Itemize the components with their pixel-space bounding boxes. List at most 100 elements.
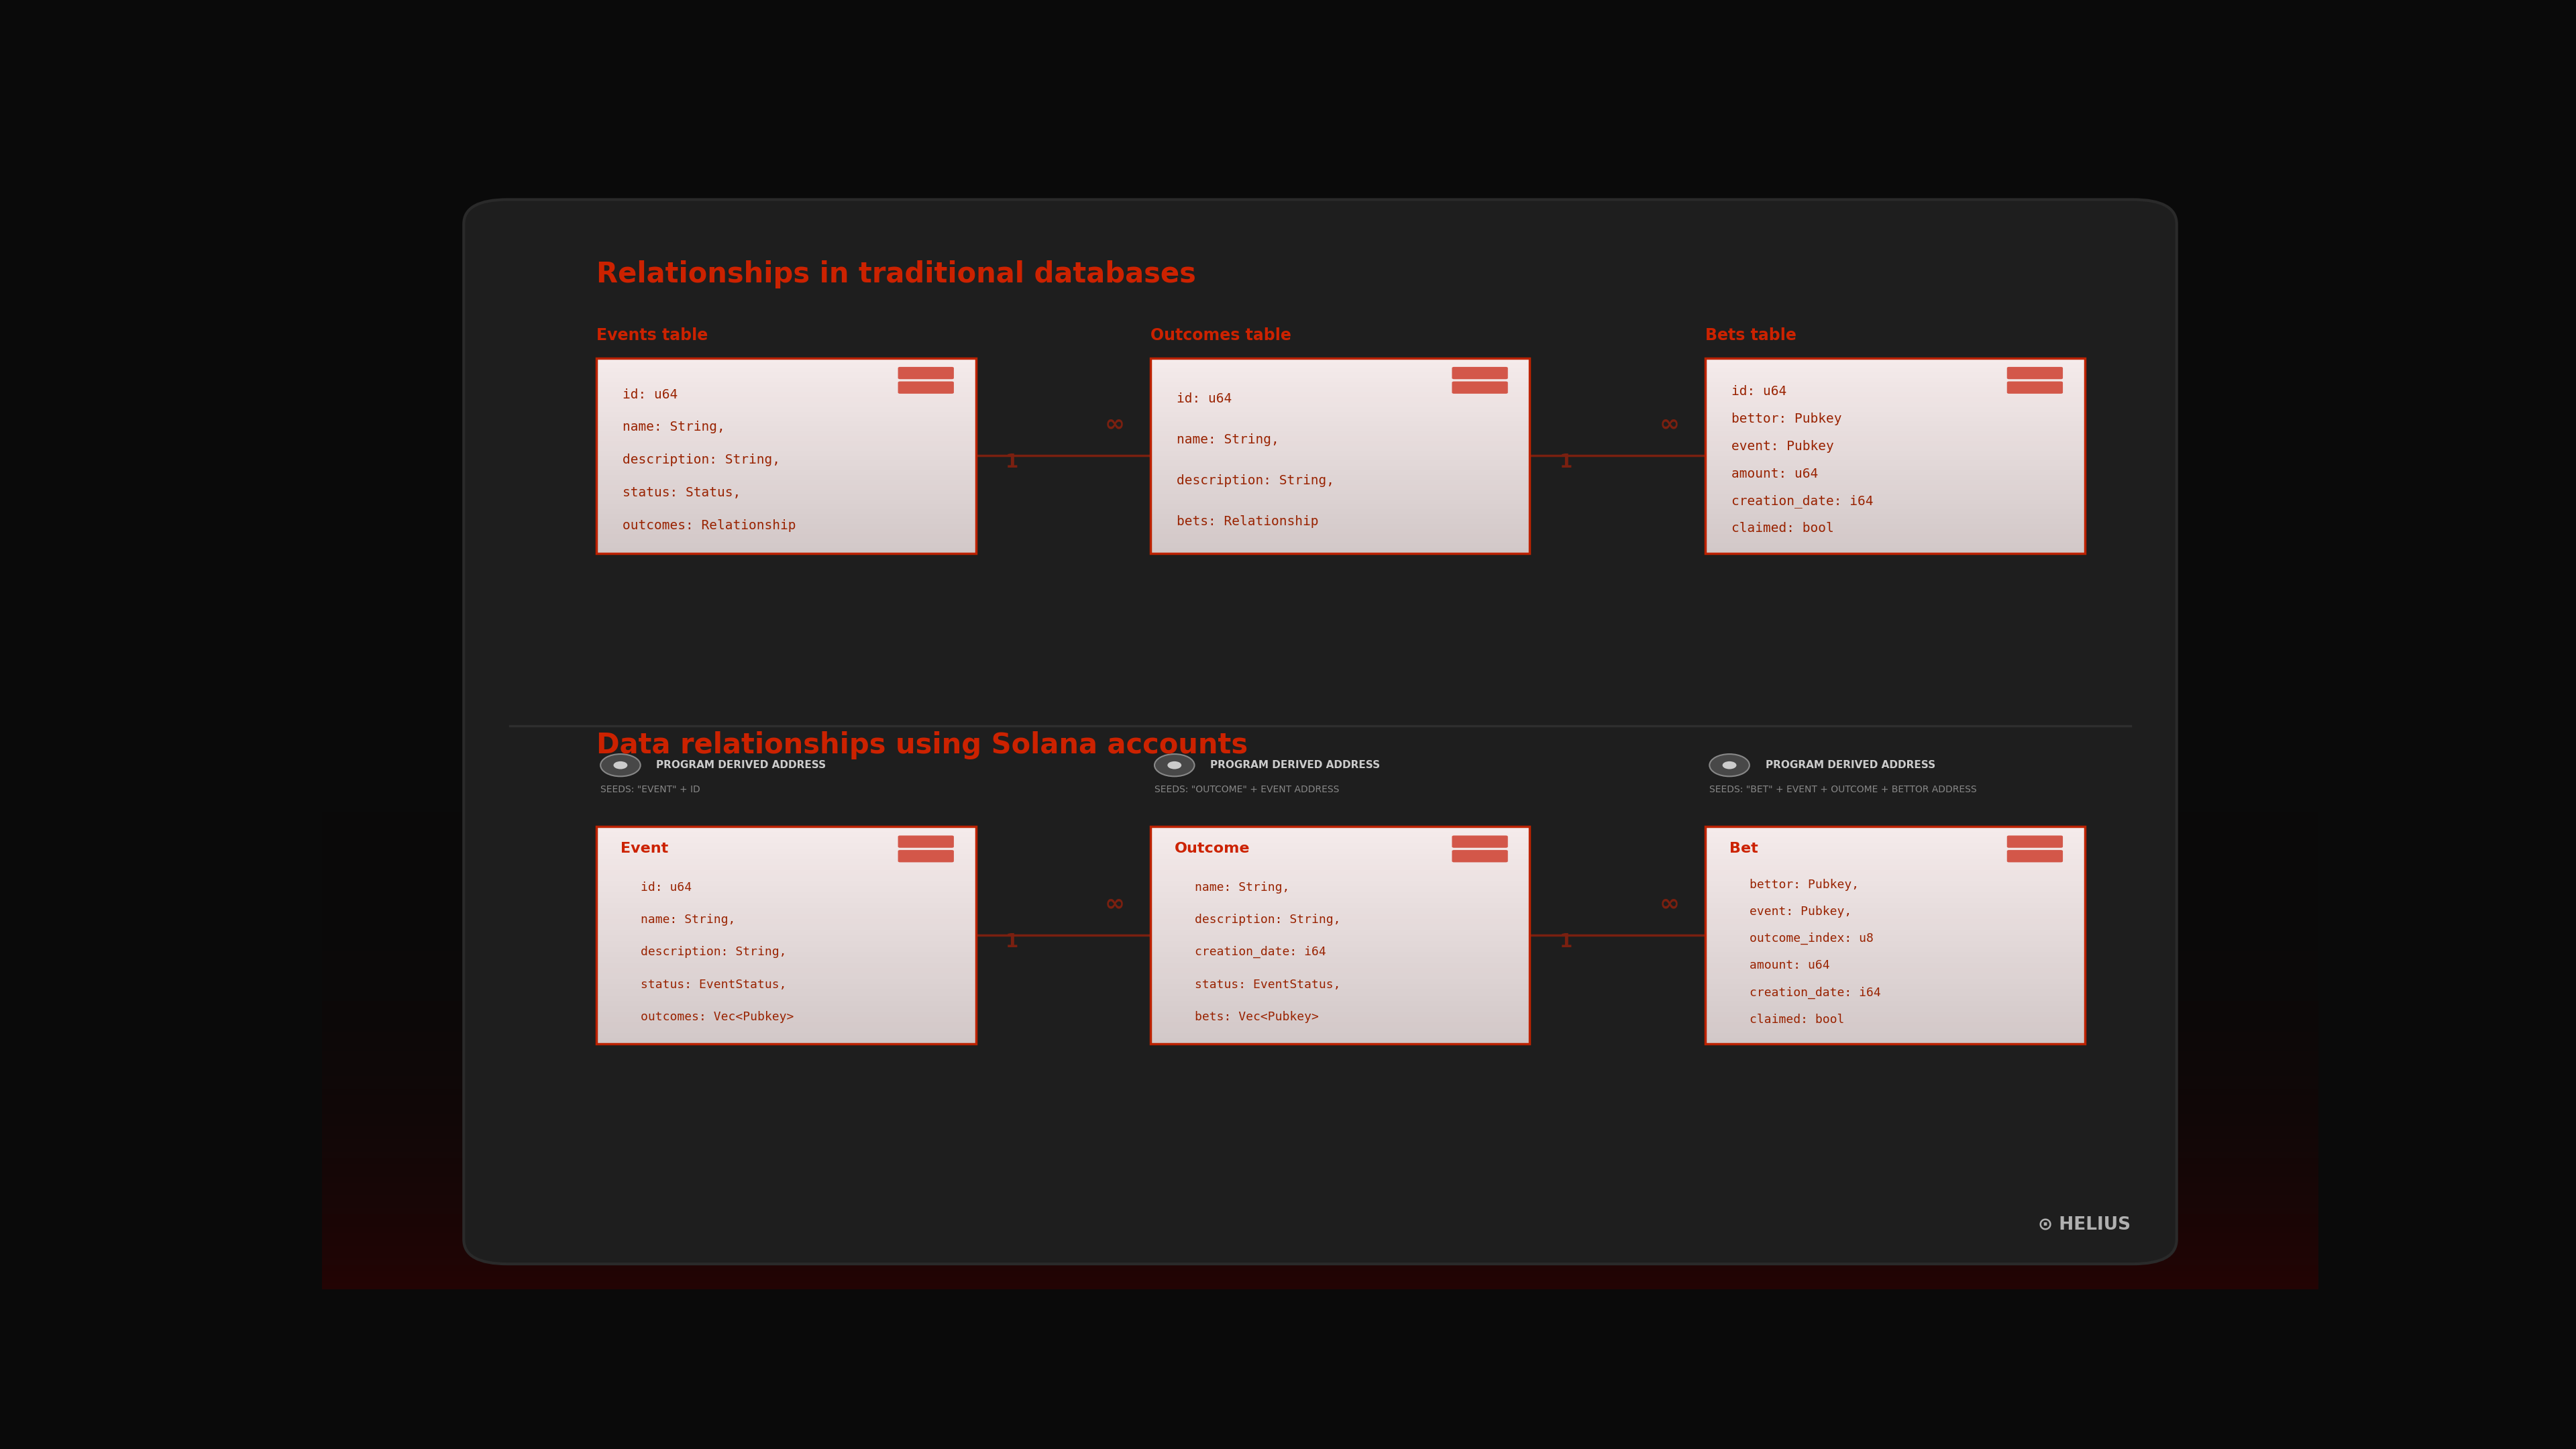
Bar	[1151, 865, 1530, 869]
Bar	[598, 914, 976, 919]
Bar	[1151, 519, 1530, 525]
Bar	[598, 1011, 976, 1017]
Bar	[1705, 962, 2084, 968]
Bar	[1151, 543, 1530, 548]
Bar	[1705, 451, 2084, 455]
Bar	[1151, 974, 1530, 980]
Bar	[598, 519, 976, 525]
Bar	[1705, 543, 2084, 548]
Bar	[322, 875, 2318, 881]
Bar	[1705, 853, 2084, 859]
Bar	[1705, 952, 2084, 958]
Bar	[1151, 387, 1530, 393]
Bar	[1705, 936, 2084, 940]
Bar	[1151, 422, 1530, 426]
Text: event: Pubkey: event: Pubkey	[1731, 440, 1834, 452]
Bar	[1705, 436, 2084, 440]
Bar	[598, 968, 976, 974]
Bar	[1151, 358, 1530, 362]
Bar	[598, 859, 976, 865]
Bar	[598, 529, 976, 533]
Bar	[1151, 509, 1530, 514]
Bar	[1705, 539, 2084, 543]
Bar	[1705, 958, 2084, 962]
Bar	[322, 1265, 2318, 1271]
Bar	[598, 924, 976, 930]
Bar	[1151, 500, 1530, 504]
Bar	[1151, 397, 1530, 401]
Bar	[1705, 455, 2084, 461]
Text: 1: 1	[1558, 454, 1571, 472]
Text: bets: Vec<Pubkey>: bets: Vec<Pubkey>	[1195, 1011, 1319, 1023]
Bar	[1705, 397, 2084, 401]
Text: PROGRAM DERIVED ADDRESS: PROGRAM DERIVED ADDRESS	[1765, 761, 1935, 771]
Bar	[1151, 440, 1530, 446]
FancyBboxPatch shape	[899, 836, 953, 848]
Bar	[1705, 412, 2084, 416]
Bar	[598, 869, 976, 875]
Bar	[598, 848, 976, 853]
Bar	[1705, 968, 2084, 974]
Bar	[322, 1007, 2318, 1013]
Bar	[1151, 461, 1530, 465]
Bar	[1151, 995, 1530, 1001]
Bar	[1151, 480, 1530, 485]
Bar	[1705, 897, 2084, 903]
Bar	[598, 891, 976, 897]
Bar	[1705, 401, 2084, 407]
Bar	[322, 1220, 2318, 1227]
Text: name: String,: name: String,	[623, 420, 724, 433]
Bar	[322, 1227, 2318, 1233]
Bar	[1151, 838, 1530, 843]
Bar	[322, 888, 2318, 894]
Bar	[322, 1195, 2318, 1201]
Bar	[1151, 465, 1530, 471]
Bar	[322, 1177, 2318, 1182]
Bar	[1705, 903, 2084, 909]
Bar	[1151, 891, 1530, 897]
Bar	[1705, 471, 2084, 475]
Bar	[1705, 416, 2084, 422]
Bar	[598, 475, 976, 480]
Bar	[598, 958, 976, 962]
Bar	[1151, 372, 1530, 378]
Bar	[598, 539, 976, 543]
Bar	[322, 1013, 2318, 1020]
Bar	[1705, 475, 2084, 480]
Bar	[1151, 940, 1530, 946]
Bar	[1705, 383, 2084, 387]
Circle shape	[1710, 753, 1749, 777]
Bar	[322, 843, 2318, 851]
Bar	[322, 1252, 2318, 1258]
Bar	[1705, 843, 2084, 848]
Bar	[1151, 494, 1530, 500]
Bar	[322, 1214, 2318, 1220]
FancyBboxPatch shape	[2007, 381, 2063, 394]
Bar	[322, 1152, 2318, 1158]
Bar	[322, 1082, 2318, 1088]
Bar	[322, 1032, 2318, 1039]
Text: 1: 1	[1005, 933, 1018, 952]
Bar	[598, 903, 976, 909]
Bar	[598, 930, 976, 936]
Bar	[598, 471, 976, 475]
Circle shape	[1723, 761, 1736, 769]
Text: status: EventStatus,: status: EventStatus,	[641, 978, 786, 991]
Bar	[1151, 887, 1530, 891]
Bar	[1151, 504, 1530, 509]
Bar	[1705, 909, 2084, 914]
Text: Bet: Bet	[1728, 842, 1759, 855]
Bar	[322, 862, 2318, 869]
Bar	[322, 1051, 2318, 1058]
Bar	[1151, 401, 1530, 407]
Bar	[1705, 940, 2084, 946]
Bar	[1151, 490, 1530, 494]
Bar	[1705, 887, 2084, 891]
Bar	[598, 440, 976, 446]
Bar	[1151, 903, 1530, 909]
Text: Bets table: Bets table	[1705, 327, 1795, 343]
Bar	[322, 988, 2318, 994]
Text: event: Pubkey,: event: Pubkey,	[1749, 906, 1852, 917]
Text: description: String,: description: String,	[623, 454, 781, 467]
Bar	[1151, 914, 1530, 919]
